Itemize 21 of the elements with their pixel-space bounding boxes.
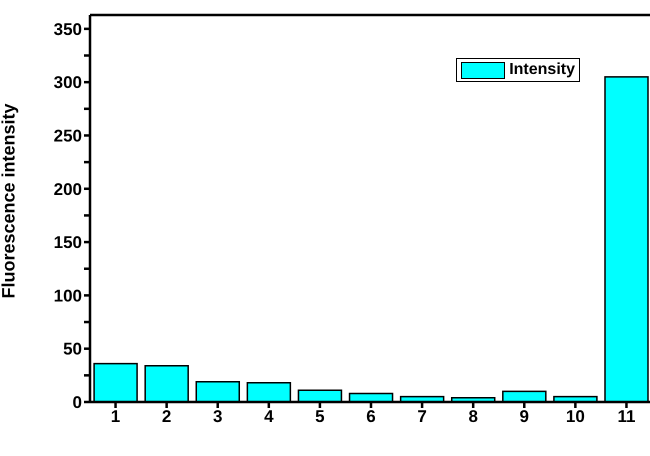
- legend-label: Intensity: [509, 61, 575, 79]
- y-tick-label: 300: [54, 73, 82, 92]
- y-tick-label: 250: [54, 126, 82, 146]
- x-tick-label: 5: [315, 407, 325, 426]
- x-tick-label: 3: [212, 407, 222, 426]
- x-tick-label: 10: [566, 407, 585, 426]
- y-tick-label: 50: [63, 340, 82, 359]
- y-tick-label: 0: [72, 393, 82, 412]
- x-tick-label: 6: [366, 407, 376, 426]
- x-tick-label: 11: [617, 407, 636, 426]
- y-axis-title: Fluorescence intensity: [0, 103, 18, 298]
- x-tick-label: 1: [110, 407, 120, 426]
- y-tick-label: 150: [54, 233, 82, 252]
- x-tick-label: 4: [264, 407, 274, 426]
- x-tick-label: 8: [468, 407, 478, 426]
- x-tick-label: 7: [417, 407, 427, 426]
- x-tick-label: 2: [162, 407, 172, 426]
- y-tick-label: 350: [54, 20, 82, 39]
- x-tick-label: 9: [520, 407, 530, 426]
- y-tick-label: 200: [54, 180, 82, 199]
- y-tick-label: 100: [54, 286, 82, 306]
